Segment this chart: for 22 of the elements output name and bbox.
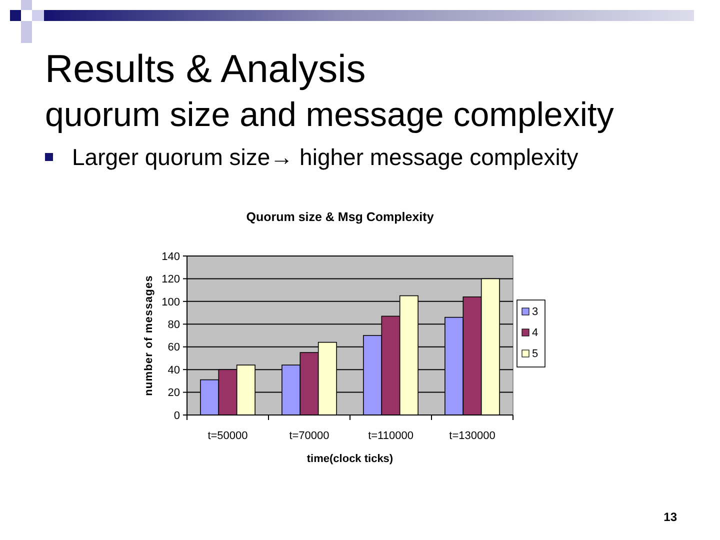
y-tick-label: 40 [168, 364, 180, 376]
chart-title: Quorum size & Msg Complexity [246, 210, 434, 224]
x-axis-title: time(clock ticks) [306, 453, 394, 465]
text: Results & Analysis [45, 48, 366, 91]
y-tick-label: 140 [162, 250, 180, 263]
text: Larger quorum size→ higher message complexity [72, 144, 579, 170]
y-tick-label: 60 [168, 342, 180, 354]
text: 13 [664, 510, 678, 524]
legend-label: 3 [532, 306, 538, 318]
y-tick-label: 100 [162, 296, 180, 308]
y-tick-label: 120 [162, 274, 180, 286]
x-tick-label: t=110000 [368, 430, 414, 442]
x-tick-label: t=70000 [289, 430, 330, 442]
x-tick-label: t=130000 [449, 430, 496, 442]
legend-label: 5 [532, 348, 538, 360]
y-tick-label: 20 [168, 387, 180, 400]
legend-label: 4 [532, 327, 538, 339]
y-tick-label: 0 [174, 410, 180, 422]
y-axis-title: number of messages [143, 275, 155, 396]
y-tick-label: 80 [168, 318, 180, 331]
text: quorum size and message complexity [45, 96, 614, 134]
x-tick-label: t=50000 [208, 430, 248, 442]
